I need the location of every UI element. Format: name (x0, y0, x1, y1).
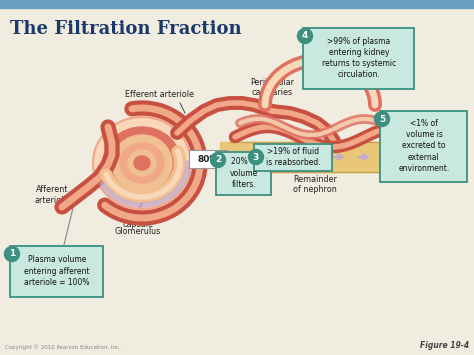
Ellipse shape (380, 142, 400, 172)
FancyBboxPatch shape (303, 27, 414, 88)
Text: Afferent
arteriole: Afferent arteriole (35, 185, 69, 205)
Ellipse shape (134, 156, 150, 170)
Text: <1% of
volume is
excreted to
external
environment.: <1% of volume is excreted to external en… (398, 119, 450, 173)
Text: 2: 2 (215, 155, 221, 164)
Text: Bowman's
capsule: Bowman's capsule (118, 210, 159, 229)
Ellipse shape (381, 144, 395, 170)
Ellipse shape (103, 127, 181, 199)
Text: Peritubular
capillaries: Peritubular capillaries (250, 78, 294, 97)
Text: 20% of
volume
filters.: 20% of volume filters. (230, 157, 258, 189)
Text: 80%: 80% (197, 154, 219, 164)
Ellipse shape (112, 135, 172, 191)
Bar (0, 0, 474, 8)
Text: Copyright © 2010 Pearson Education, Inc.: Copyright © 2010 Pearson Education, Inc. (5, 344, 121, 350)
Text: The Filtration Fraction: The Filtration Fraction (10, 20, 242, 38)
Ellipse shape (93, 117, 191, 209)
Text: >19% of fluid
is reabsorbed.: >19% of fluid is reabsorbed. (266, 147, 321, 167)
Text: Glomerulus: Glomerulus (115, 227, 161, 236)
Text: Plasma volume
entering afferent
arteriole = 100%: Plasma volume entering afferent arteriol… (24, 255, 90, 286)
Text: Remainder
of nephron: Remainder of nephron (293, 175, 337, 195)
Text: Figure 19-4: Figure 19-4 (420, 341, 469, 350)
FancyBboxPatch shape (189, 150, 227, 168)
Bar (220, 142, 232, 172)
FancyBboxPatch shape (217, 152, 272, 195)
Text: 3: 3 (253, 153, 259, 162)
Text: 5: 5 (379, 115, 385, 124)
Ellipse shape (120, 143, 164, 183)
Text: >99% of plasma
entering kidney
returns to systemic
circulation.: >99% of plasma entering kidney returns t… (322, 37, 396, 79)
Text: Efferent arteriole: Efferent arteriole (126, 90, 194, 99)
FancyBboxPatch shape (255, 143, 332, 170)
Text: 4: 4 (302, 32, 308, 40)
Circle shape (298, 28, 312, 44)
Text: 1: 1 (9, 250, 15, 258)
Circle shape (374, 111, 390, 126)
Circle shape (248, 149, 264, 164)
Bar (230, 142, 390, 172)
FancyBboxPatch shape (10, 246, 103, 296)
Ellipse shape (128, 150, 156, 176)
Circle shape (4, 246, 19, 262)
FancyBboxPatch shape (381, 110, 467, 181)
Circle shape (210, 153, 226, 168)
